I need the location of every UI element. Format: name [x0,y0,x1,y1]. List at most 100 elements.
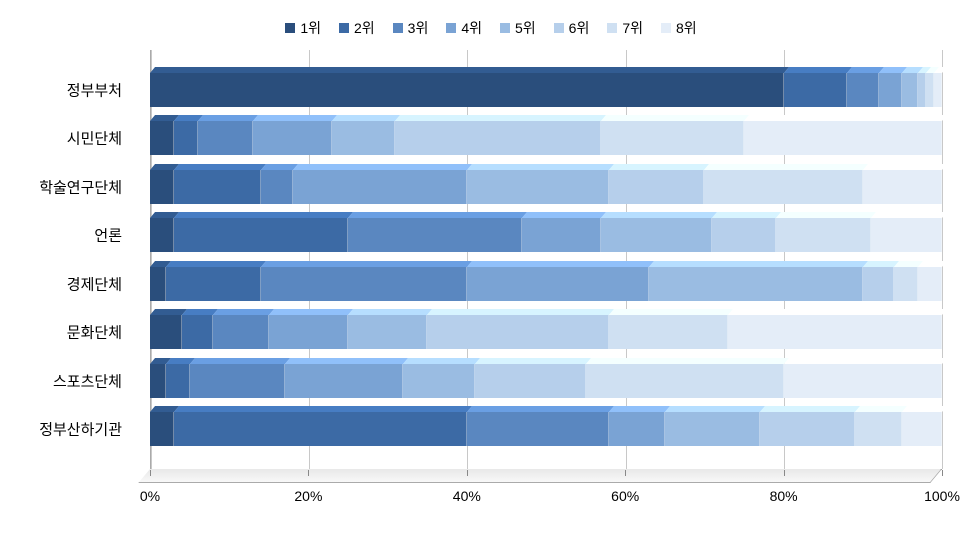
bar-segment [894,267,918,301]
legend-label: 7위 [622,18,643,38]
x-tick-mark [467,470,468,476]
stacked-bar-chart: 1위2위3위4위5위6위7위8위 정부부처시민단체학술연구단체언론경제단체문화단… [10,10,962,529]
bar-segment [150,121,174,155]
legend: 1위 2위 3위 4위 5위 6위 7위 8위 [10,10,962,50]
x-tick-label: 40% [453,488,481,504]
bar-segment [665,412,760,446]
x-tick-label: 60% [611,488,639,504]
x-axis: 0%20%40%60%80%100% [150,470,942,510]
legend-item: 2위 [339,18,375,38]
bar-segment [253,121,332,155]
bar-front-face [150,218,942,252]
legend-item: 8위 [661,18,697,38]
x-tick-mark [625,470,626,476]
bar-segment [871,218,942,252]
bar-segment [150,218,174,252]
category-label: 문화단체 [67,322,150,343]
bar-row [150,364,942,398]
bar-segment [926,73,934,107]
legend-label: 5위 [515,18,536,38]
bar-segment [150,364,166,398]
bar-segment [744,121,942,155]
bar-row [150,315,942,349]
x-tick-mark [942,470,943,476]
legend-item: 3위 [393,18,429,38]
bar-segment [213,315,268,349]
x-tick-label: 20% [294,488,322,504]
bar-front-face [150,315,942,349]
bar-segment [776,218,871,252]
bar-segment [902,73,918,107]
bar-segment [784,364,942,398]
legend-label: 6위 [569,18,590,38]
legend-item: 5위 [500,18,536,38]
bar-segment [649,267,863,301]
category-label: 시민단체 [67,128,150,149]
bar-segment [760,412,855,446]
bar-row [150,170,942,204]
bar-front-face [150,364,942,398]
bar-segment [174,412,467,446]
bar-segment [293,170,467,204]
category-label: 언론 [94,225,150,246]
bar-segment [285,364,404,398]
legend-label: 2위 [354,18,375,38]
bar-segment [150,412,174,446]
bar-segment [784,73,847,107]
bar-segment [879,73,903,107]
bar-front-face [150,412,942,446]
bar-segment [847,73,879,107]
x-tick-mark [784,470,785,476]
bar-segment [609,170,704,204]
legend-swatch [500,23,510,33]
x-tick-label: 100% [924,488,960,504]
legend-label: 4위 [461,18,482,38]
bar-segment [586,364,784,398]
bar-segment [150,170,174,204]
bar-segment [601,218,712,252]
bar-segment [261,267,467,301]
bar-segment [166,364,190,398]
plot-area: 정부부처시민단체학술연구단체언론경제단체문화단체스포츠단체정부산하기관 [150,50,942,470]
legend-item: 4위 [446,18,482,38]
bar-row [150,412,942,446]
bar-segment [150,267,166,301]
bar-segment [174,170,261,204]
bar-segment [348,315,427,349]
bar-segment [918,73,926,107]
bar-row [150,121,942,155]
bar-segment [902,412,942,446]
legend-label: 8위 [676,18,697,38]
bar-row [150,218,942,252]
bar-segment [427,315,609,349]
legend-item: 1위 [285,18,321,38]
category-label: 정부부처 [67,79,150,100]
bar-segment [918,267,942,301]
bar-front-face [150,267,942,301]
category-label: 학술연구단체 [39,176,150,197]
bar-segment [348,218,522,252]
bar-segment [712,218,775,252]
bar-front-face [150,170,942,204]
bar-segment [728,315,942,349]
legend-swatch [393,23,403,33]
bar-segment [395,121,601,155]
bar-segment [190,364,285,398]
bar-segment [174,121,198,155]
bar-segment [467,412,610,446]
category-label: 경제단체 [67,273,150,294]
bar-segment [863,170,942,204]
legend-swatch [446,23,456,33]
legend-item: 7위 [607,18,643,38]
bar-front-face [150,73,942,107]
x-tick-mark [308,470,309,476]
bar-segment [467,267,649,301]
legend-swatch [285,23,295,33]
bar-segment [609,412,664,446]
bar-segment [403,364,474,398]
legend-item: 6위 [554,18,590,38]
bar-segment [198,121,253,155]
bar-segment [269,315,348,349]
bar-segment [934,73,942,107]
legend-swatch [554,23,564,33]
